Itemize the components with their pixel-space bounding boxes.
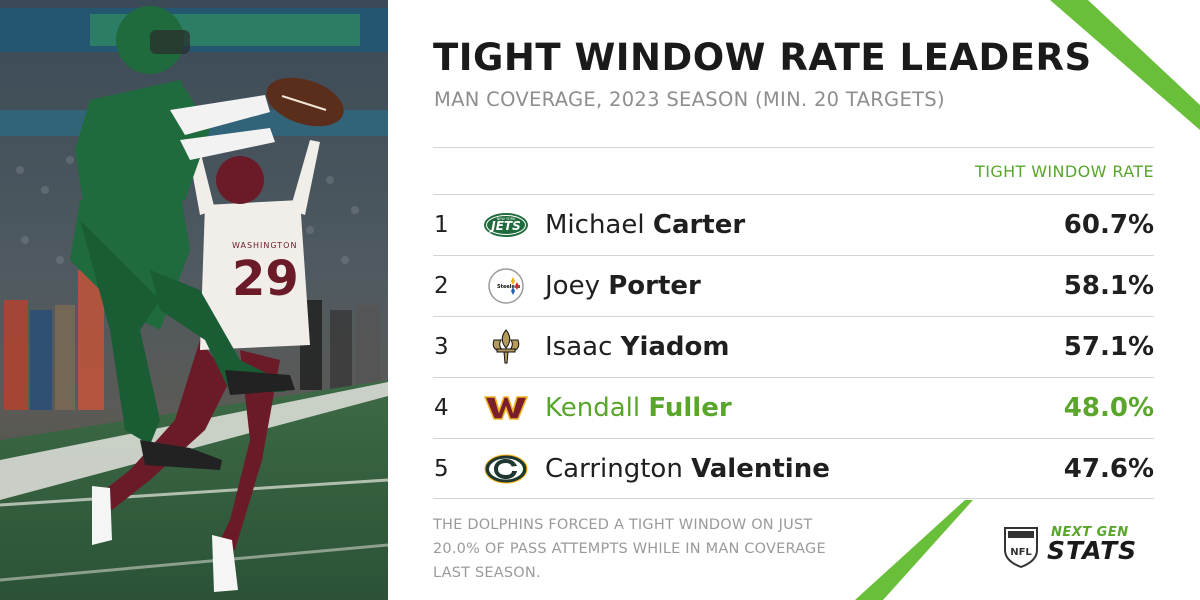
- tight-window-rate: 57.1%: [1063, 332, 1154, 362]
- player-name: Carrington Valentine: [545, 454, 1064, 484]
- brand-line-1: NEXT GEN: [1051, 525, 1129, 540]
- svg-text:NEW YORK: NEW YORK: [497, 217, 517, 221]
- table-top-rule: [433, 147, 1154, 148]
- rank: 5: [434, 455, 449, 482]
- table-row: 1 JETS NEW YORK Michael Carter 60.7%: [433, 194, 1154, 255]
- player-last-name: Fuller: [648, 393, 732, 423]
- table-row: 2 Steelers Joey Porter 58.1%: [433, 255, 1154, 316]
- tight-window-rate: 58.1%: [1063, 271, 1154, 301]
- svg-text:NFL: NFL: [1010, 547, 1032, 558]
- action-photo-illustration: 29 WASHINGTON: [0, 0, 388, 600]
- page-subtitle: MAN COVERAGE, 2023 SEASON (MIN. 20 TARGE…: [434, 88, 945, 111]
- nfl-shield-icon: NFL: [1004, 527, 1038, 568]
- receiver-figure: [70, 6, 295, 470]
- player-first-name: Joey: [545, 271, 600, 301]
- player-first-name: Kendall: [545, 393, 641, 423]
- rank: 3: [434, 334, 449, 360]
- player-last-name: Yiadom: [620, 332, 730, 362]
- player-name: Isaac Yiadom: [545, 332, 1064, 362]
- commanders-logo-icon: [467, 388, 545, 428]
- table-row-highlighted: 4 Kendall Fuller 48.0%: [433, 377, 1154, 438]
- tight-window-rate: 47.6%: [1063, 453, 1154, 484]
- next-gen-stats-logo: NFL NEXT GEN STATS: [1003, 522, 1153, 570]
- player-first-name: Isaac: [545, 332, 613, 362]
- footnote: THE DOLPHINS FORCED A TIGHT WINDOW ON JU…: [433, 517, 826, 581]
- brand-line-2: STATS: [1047, 536, 1138, 565]
- svg-text:WASHINGTON: WASHINGTON: [232, 241, 297, 250]
- player-last-name: Carter: [652, 210, 746, 240]
- hero-photo: 29 WASHINGTON: [0, 0, 388, 600]
- steelers-logo-icon: Steelers: [467, 266, 545, 306]
- player-name: Michael Carter: [545, 210, 1064, 240]
- leaders-table: TIGHT WINDOW RATE 1 JETS NEW YORK Michae…: [433, 147, 1154, 499]
- table-row: 5 Carrington Valentine 47.6%: [433, 438, 1154, 499]
- saints-logo-icon: [467, 327, 545, 367]
- player-name: Kendall Fuller: [545, 393, 1064, 423]
- tight-window-rate: 48.0%: [1063, 393, 1154, 423]
- jets-logo-icon: JETS NEW YORK: [467, 205, 545, 245]
- decorative-green-slash: [1050, 0, 1200, 130]
- rank: 1: [434, 212, 449, 238]
- player-name: Joey Porter: [545, 271, 1064, 301]
- player-last-name: Valentine: [691, 453, 830, 484]
- tight-window-rate: 60.7%: [1063, 210, 1154, 240]
- player-first-name: Carrington: [545, 453, 683, 484]
- player-first-name: Michael: [545, 210, 645, 240]
- column-header: TIGHT WINDOW RATE: [975, 161, 1154, 181]
- decorative-green-slash: [855, 500, 973, 600]
- svg-text:Steelers: Steelers: [497, 284, 520, 290]
- svg-text:29: 29: [232, 251, 299, 307]
- rank: 2: [434, 273, 449, 299]
- football-icon: [266, 77, 344, 127]
- rank: 4: [434, 395, 449, 421]
- svg-text:JETS: JETS: [489, 219, 521, 233]
- table-row: 3 Isaac Yiadom 57.1%: [433, 316, 1154, 377]
- player-last-name: Porter: [608, 271, 701, 301]
- defender-figure: 29 WASHINGTON: [92, 140, 320, 592]
- packers-logo-icon: [467, 449, 545, 489]
- page-title: TIGHT WINDOW RATE LEADERS: [433, 36, 1092, 79]
